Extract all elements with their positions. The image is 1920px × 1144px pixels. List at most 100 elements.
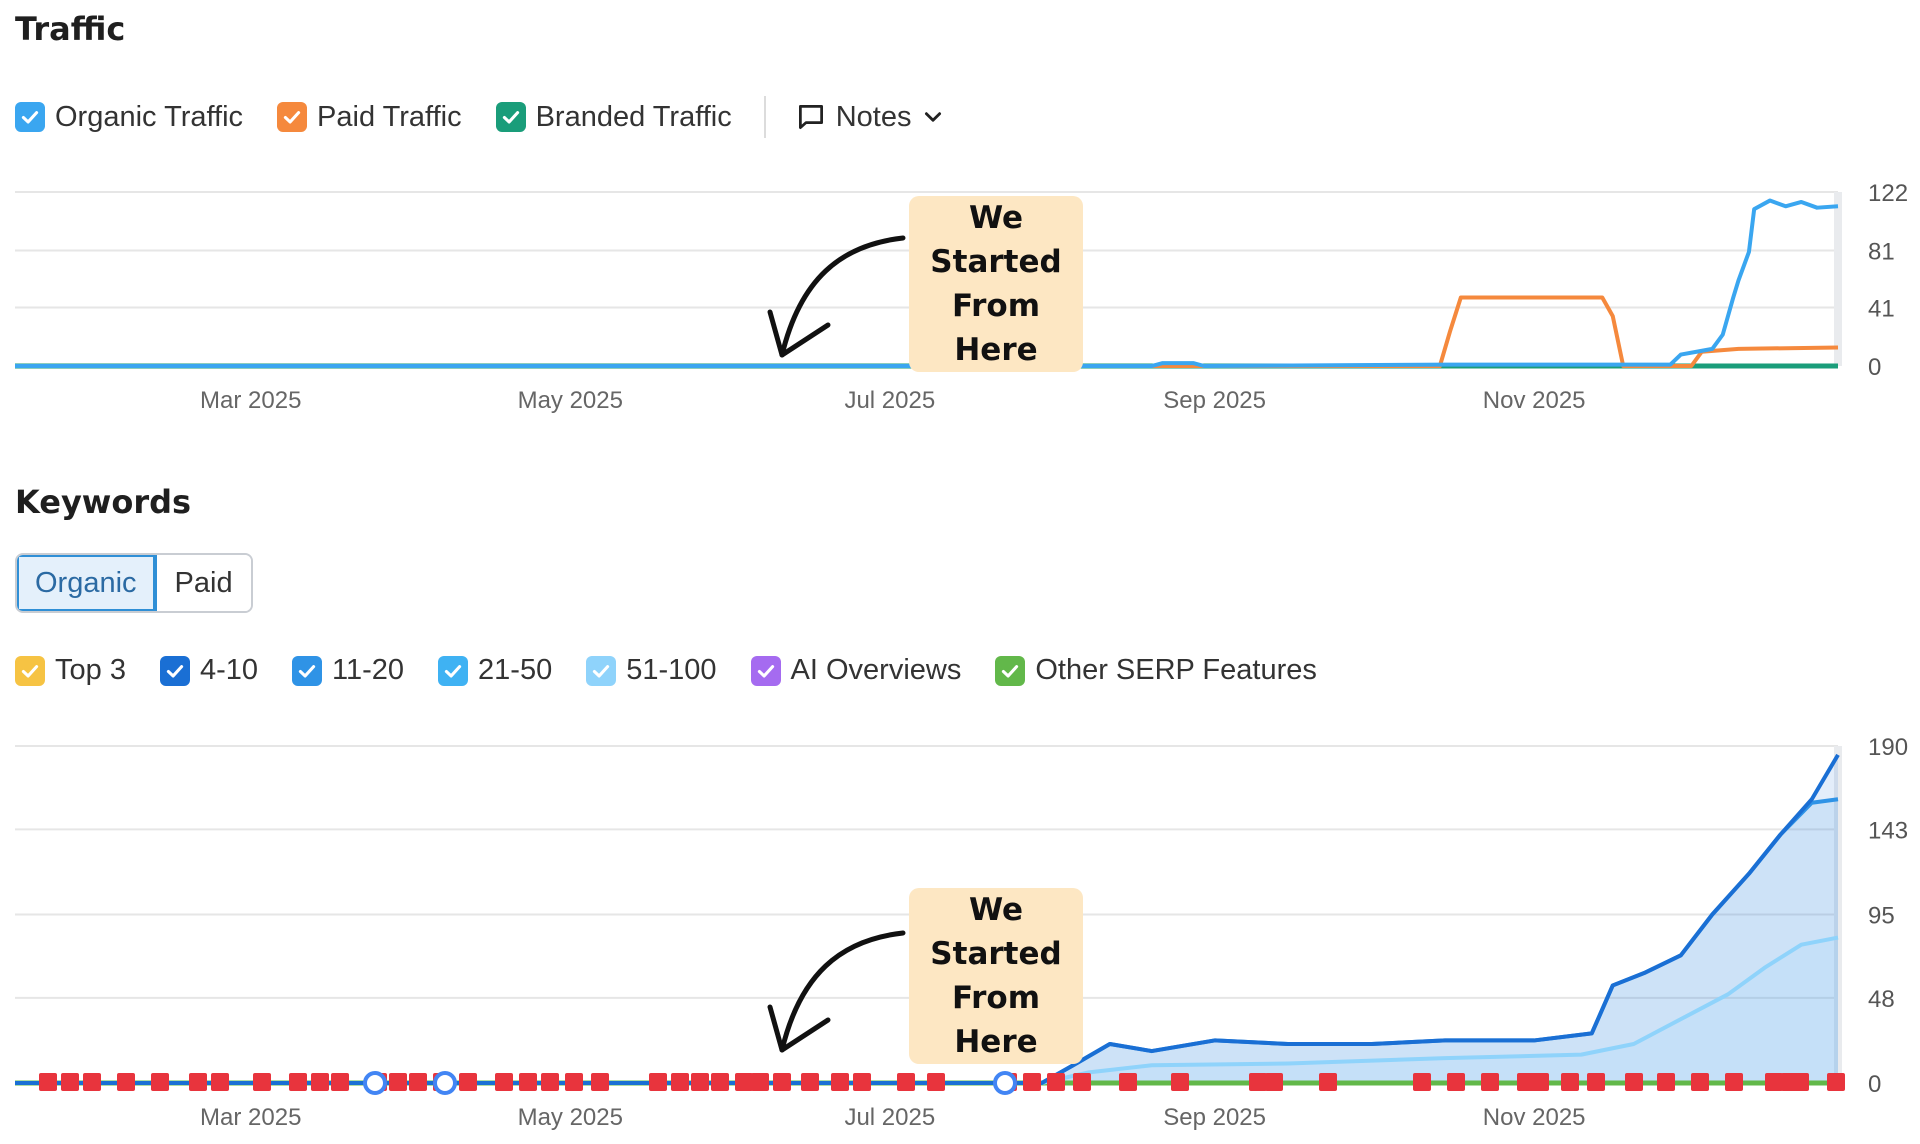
serp-feature-flag (409, 1073, 427, 1091)
legend-branded-traffic[interactable]: Branded Traffic (495, 100, 732, 134)
x-tick-label: May 2025 (518, 387, 623, 414)
serp-feature-flag (311, 1073, 329, 1091)
serp-feature-flag (711, 1073, 729, 1091)
notes-dropdown[interactable]: Notes (796, 101, 954, 134)
serp-feature-flag (1249, 1073, 1267, 1091)
serp-feature-flag (565, 1073, 583, 1091)
serp-feature-flag (211, 1073, 229, 1091)
google-update-icon (433, 1071, 457, 1095)
legend-paid-traffic[interactable]: Paid Traffic (277, 101, 462, 134)
serp-feature-flag (389, 1073, 407, 1091)
legend-label: Other SERP Features (1035, 654, 1317, 686)
google-update-icon (993, 1071, 1017, 1095)
serp-feature-flag (189, 1073, 207, 1091)
serp-feature-flag (773, 1073, 791, 1091)
tab-paid[interactable]: Paid (156, 555, 251, 611)
checkbox-checked-icon (292, 655, 322, 686)
checkbox-checked-icon (995, 655, 1026, 686)
serp-feature-flag (691, 1073, 709, 1091)
serp-feature-flag (735, 1073, 753, 1091)
serp-feature-flag (253, 1073, 271, 1091)
checkbox-checked-icon (15, 102, 45, 132)
google-update-icon (363, 1071, 387, 1095)
serp-feature-flag (459, 1073, 477, 1091)
series-area (15, 799, 1838, 1083)
traffic-legend: Organic Traffic Paid Traffic Branded Tra… (15, 96, 954, 138)
serp-feature-flag (1447, 1073, 1465, 1091)
serp-feature-flag (1725, 1073, 1743, 1091)
checkbox-checked-icon (438, 655, 469, 686)
keywords-annotation: We Started From Here (909, 888, 1083, 1064)
serp-feature-flag (1561, 1073, 1579, 1091)
y-tick-label: 41 (1868, 296, 1895, 323)
serp-feature-flag (591, 1073, 609, 1091)
y-tick-label: 48 (1868, 986, 1895, 1013)
legend-51-100[interactable]: 51-100 (586, 654, 717, 687)
arrow-icon (767, 235, 906, 358)
legend-other-serp-features[interactable]: Other SERP Features (995, 654, 1317, 687)
traffic-title: Traffic (15, 10, 126, 48)
legend-21-50[interactable]: 21-50 (438, 654, 552, 687)
serp-feature-flag (495, 1073, 513, 1091)
x-tick-label: Nov 2025 (1483, 1104, 1586, 1131)
legend-11-20[interactable]: 11-20 (292, 654, 404, 687)
legend-label: Paid Traffic (317, 100, 462, 133)
serp-feature-flag (751, 1073, 769, 1091)
serp-feature-flag (801, 1073, 819, 1091)
serp-feature-flag (1023, 1073, 1041, 1091)
x-tick-label: Sep 2025 (1163, 1104, 1266, 1131)
x-tick-label: Jul 2025 (844, 1104, 935, 1131)
serp-feature-flag (151, 1073, 169, 1091)
legend-4-10[interactable]: 4-10 (159, 654, 258, 687)
x-tick-label: Sep 2025 (1163, 387, 1266, 414)
y-tick-label: 122 (1868, 180, 1908, 207)
legend-label: 21-50 (478, 654, 553, 686)
x-tick-label: Mar 2025 (200, 387, 301, 414)
serp-feature-flag (83, 1073, 101, 1091)
legend-label: 11-20 (332, 654, 405, 686)
y-tick-label: 190 (1868, 734, 1908, 761)
y-tick-label: 143 (1868, 817, 1908, 844)
serp-feature-flag (1691, 1073, 1709, 1091)
serp-feature-flag (1319, 1073, 1337, 1091)
legend-top-3[interactable]: Top 3 (15, 654, 126, 687)
serp-feature-flag (1481, 1073, 1499, 1091)
serp-feature-flag (541, 1073, 559, 1091)
series-line (15, 753, 1840, 1085)
serp-feature-flag (671, 1073, 689, 1091)
serp-feature-flag (117, 1073, 135, 1091)
serp-feature-flag (39, 1073, 57, 1091)
x-tick-label: Mar 2025 (200, 1104, 301, 1131)
checkbox-checked-icon (277, 102, 308, 132)
x-tick-label: Nov 2025 (1483, 387, 1586, 414)
legend-label: AI Overviews (790, 654, 962, 686)
series-line (15, 295, 1839, 368)
annotation-line: From Here (951, 288, 1041, 368)
series-area (15, 937, 1838, 1083)
serp-feature-flag (927, 1073, 945, 1091)
legend-label: Branded Traffic (535, 100, 732, 133)
annotation-line: We Started (930, 892, 1062, 972)
serp-feature-flag (1531, 1073, 1549, 1091)
serp-feature-flag (1587, 1073, 1605, 1091)
legend-label: Top 3 (55, 654, 126, 686)
checkbox-checked-icon (586, 655, 617, 686)
traffic-annotation: We Started From Here (909, 196, 1083, 372)
legend-ai-overviews[interactable]: AI Overviews (750, 654, 962, 687)
checkbox-checked-icon (495, 102, 526, 132)
notes-label: Notes (835, 100, 912, 133)
x-tick-label: Jul 2025 (844, 387, 935, 414)
serp-feature-flag (1657, 1073, 1675, 1091)
y-tick-label: 0 (1868, 354, 1881, 381)
serp-feature-flag (289, 1073, 307, 1091)
annotation-line: We Started (930, 200, 1062, 280)
y-tick-label: 95 (1868, 903, 1895, 930)
serp-feature-flag (831, 1073, 849, 1091)
serp-feature-flag (1265, 1073, 1283, 1091)
tab-organic[interactable]: Organic (17, 555, 157, 611)
serp-feature-flag (519, 1073, 537, 1091)
keywords-tabs: Organic Paid (15, 553, 253, 613)
series-line (15, 935, 1839, 1085)
legend-organic-traffic[interactable]: Organic Traffic (15, 101, 243, 134)
